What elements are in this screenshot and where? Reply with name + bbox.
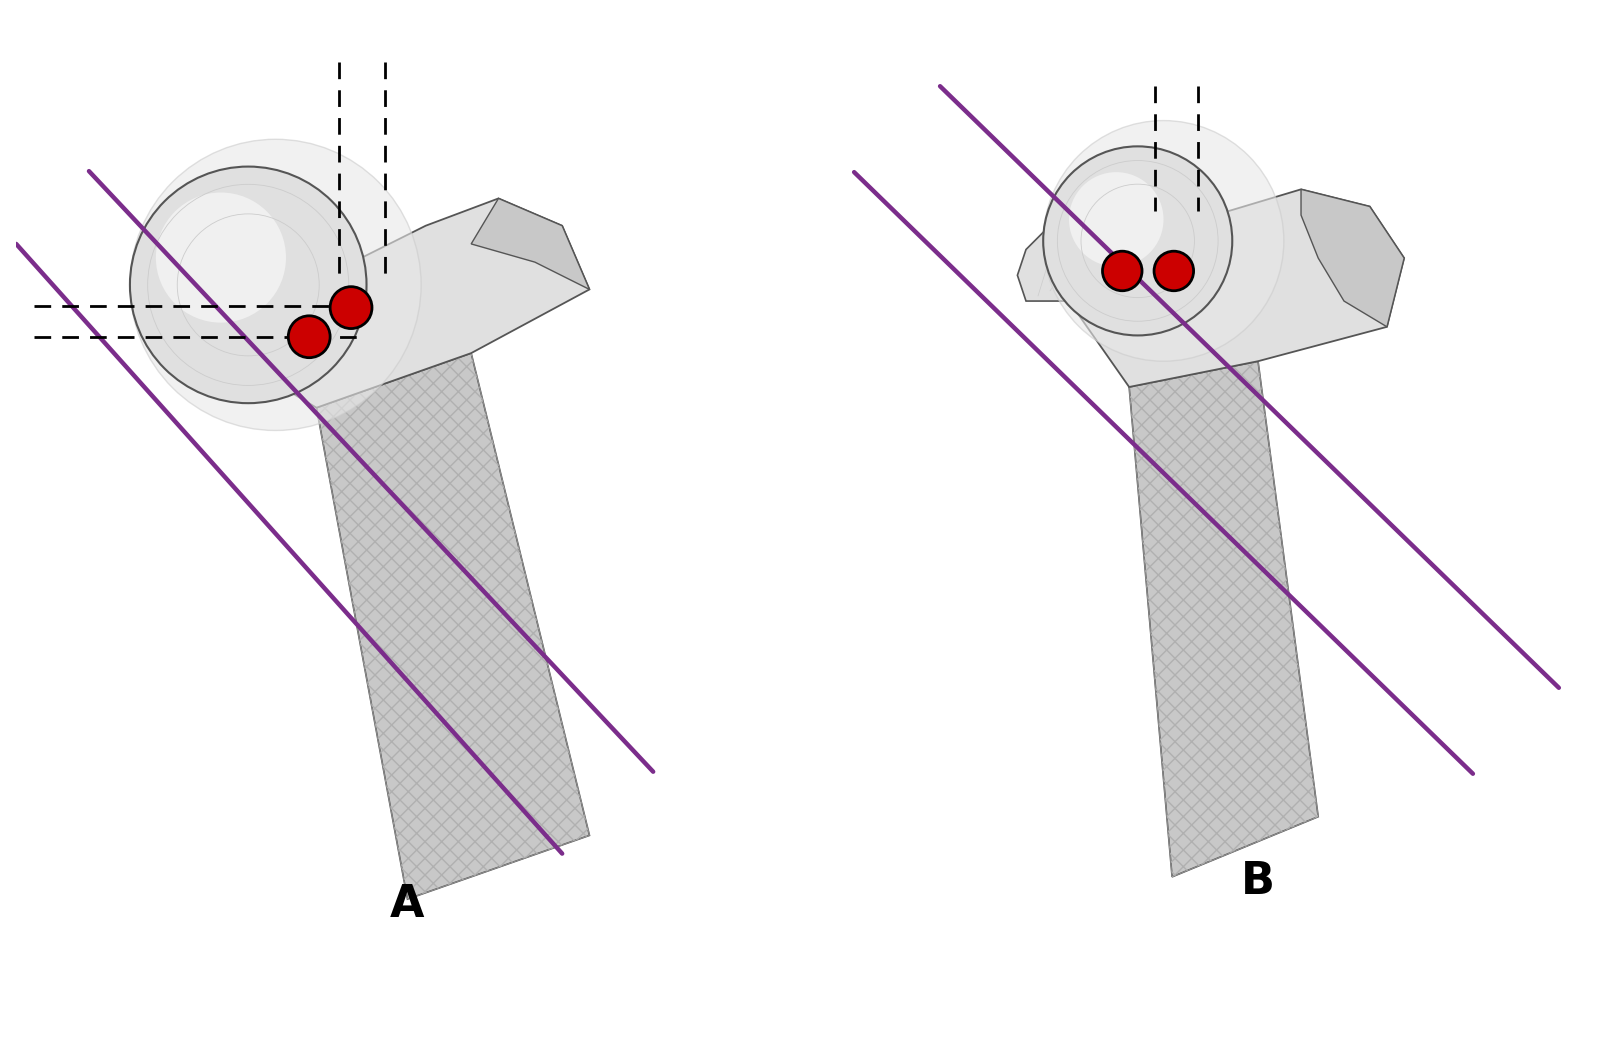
- Polygon shape: [225, 198, 589, 407]
- Circle shape: [330, 287, 372, 328]
- Circle shape: [1154, 251, 1194, 291]
- Circle shape: [1069, 172, 1163, 267]
- Circle shape: [155, 192, 286, 323]
- Polygon shape: [152, 225, 353, 353]
- Circle shape: [1044, 146, 1233, 336]
- Polygon shape: [1129, 362, 1319, 877]
- Circle shape: [1102, 251, 1142, 291]
- Polygon shape: [1018, 189, 1171, 301]
- Polygon shape: [317, 353, 589, 899]
- Circle shape: [288, 316, 330, 357]
- Circle shape: [1044, 121, 1283, 362]
- Circle shape: [129, 166, 367, 403]
- Polygon shape: [1301, 189, 1404, 327]
- Circle shape: [129, 139, 421, 430]
- Polygon shape: [471, 198, 589, 290]
- Text: B: B: [1241, 859, 1275, 903]
- Text: A: A: [390, 883, 424, 927]
- Polygon shape: [1069, 189, 1404, 387]
